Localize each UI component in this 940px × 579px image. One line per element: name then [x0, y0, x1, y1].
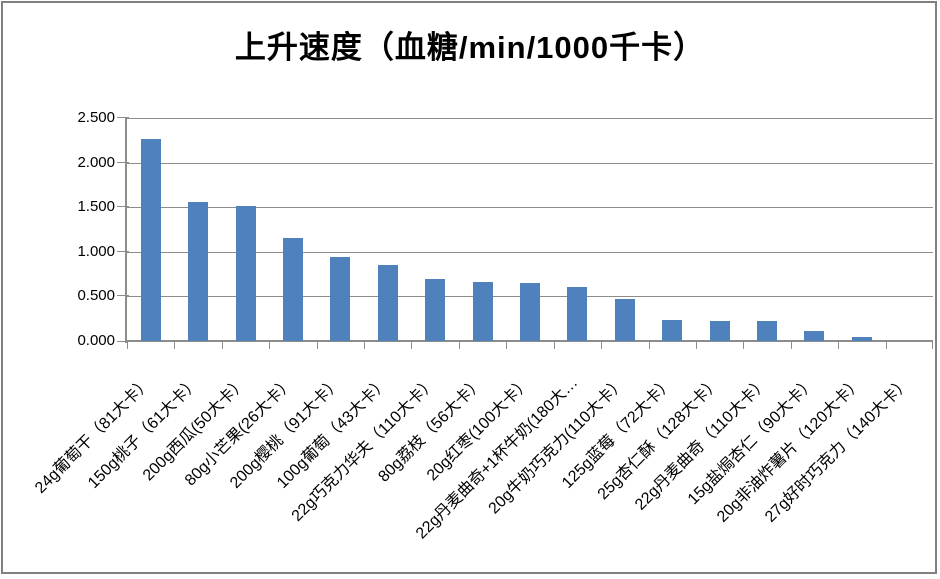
bar	[378, 265, 398, 341]
x-axis-line	[125, 340, 933, 342]
bar	[662, 320, 682, 341]
x-tick	[222, 342, 223, 349]
y-axis-line	[125, 118, 127, 343]
x-tick	[791, 342, 792, 349]
x-tick	[554, 342, 555, 349]
y-gridline	[127, 251, 933, 253]
bar	[236, 206, 256, 341]
x-tick	[459, 342, 460, 349]
x-tick	[174, 342, 175, 349]
y-tick	[117, 250, 129, 252]
x-tick	[601, 342, 602, 349]
x-tick	[127, 342, 128, 349]
x-tick	[932, 342, 933, 349]
bar	[567, 287, 587, 341]
y-tick	[117, 117, 129, 118]
x-tick	[838, 342, 839, 349]
y-axis-tick-label: 1.000	[77, 242, 115, 260]
y-tick	[117, 341, 129, 342]
bar	[141, 139, 161, 341]
x-tick	[696, 342, 697, 349]
y-axis-tick-label: 0.500	[77, 287, 115, 305]
bar	[804, 331, 824, 341]
bar	[473, 282, 493, 341]
x-tick	[317, 342, 318, 349]
bar	[615, 299, 635, 341]
bar	[188, 202, 208, 341]
x-tick	[506, 342, 507, 349]
x-tick	[886, 342, 887, 349]
bar	[330, 257, 350, 341]
chart-title: 上升速度（血糖/min/1000千卡）	[234, 30, 706, 65]
x-tick	[269, 342, 270, 349]
x-tick	[364, 342, 365, 349]
bar	[283, 238, 303, 341]
y-tick	[117, 295, 129, 297]
y-axis-tick-label: 2.000	[77, 153, 115, 171]
bar	[425, 279, 445, 341]
y-tick	[117, 161, 129, 163]
y-axis-tick-label: 2.500	[77, 109, 115, 126]
bar	[710, 321, 730, 341]
plot-area	[117, 117, 933, 349]
bar	[757, 321, 777, 341]
y-tick	[117, 206, 129, 208]
y-gridline	[127, 162, 933, 164]
x-tick	[411, 342, 412, 349]
x-tick	[649, 342, 650, 349]
y-gridline	[127, 207, 933, 209]
bar	[852, 337, 872, 341]
y-axis-tick-label: 1.500	[77, 198, 115, 216]
y-gridline	[127, 118, 933, 119]
y-axis-tick-label: 0.000	[77, 332, 115, 349]
bar	[520, 283, 540, 341]
x-tick	[743, 342, 744, 349]
